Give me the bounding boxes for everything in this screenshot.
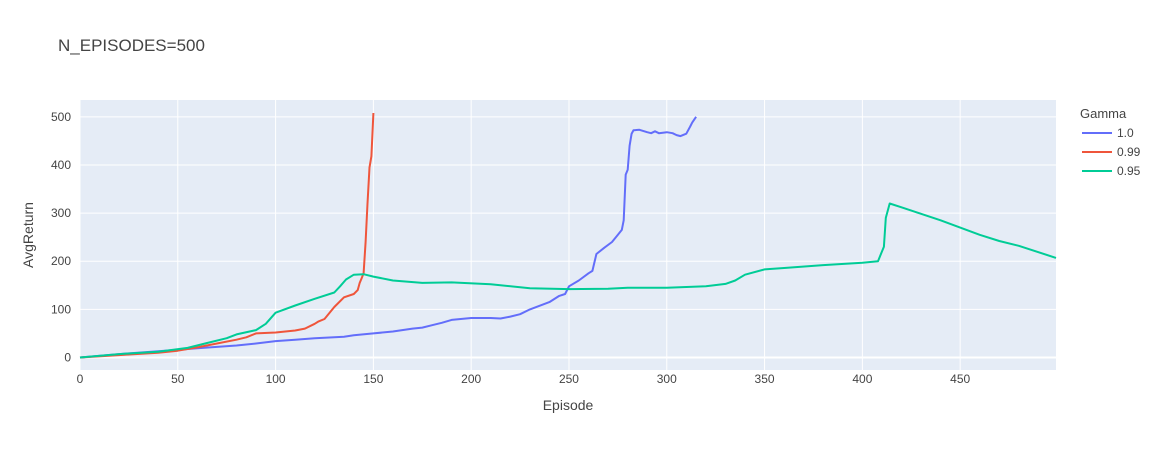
y-tick-label: 400	[51, 158, 71, 172]
legend-title: Gamma	[1080, 106, 1127, 121]
x-tick-label: 400	[852, 372, 872, 386]
series-line-0.95	[79, 202, 1057, 359]
legend-items: 1.0 0.99 0.95	[1082, 126, 1141, 178]
x-tick-label: 450	[950, 372, 970, 386]
legend-label: 0.95	[1117, 164, 1141, 178]
plot-background	[80, 100, 1056, 370]
y-tick-label: 0	[64, 350, 71, 364]
legend-item[interactable]: 0.95	[1082, 164, 1141, 178]
grid-lines	[79, 100, 1056, 370]
series-line-1.0	[79, 116, 697, 359]
legend: Gamma 1.0 0.99 0.95	[1080, 106, 1141, 178]
chart-title: N_EPISODES=500	[58, 36, 205, 55]
legend-item[interactable]: 0.99	[1082, 145, 1141, 159]
y-axis-ticks: 0 100 200 300 400 500	[51, 110, 71, 365]
x-tick-label: 100	[266, 372, 286, 386]
x-tick-label: 350	[755, 372, 775, 386]
y-tick-label: 200	[51, 254, 71, 268]
y-tick-label: 100	[51, 302, 71, 316]
x-tick-label: 0	[77, 372, 84, 386]
legend-item[interactable]: 1.0	[1082, 126, 1134, 140]
x-axis-ticks: 0 50 100 150 200 250 300 350 400 450	[77, 372, 971, 386]
x-tick-label: 300	[657, 372, 677, 386]
legend-label: 1.0	[1117, 126, 1134, 140]
x-tick-label: 250	[559, 372, 579, 386]
x-tick-label: 150	[363, 372, 383, 386]
x-tick-label: 50	[171, 372, 185, 386]
x-axis-title: Episode	[543, 397, 594, 413]
y-tick-label: 300	[51, 206, 71, 220]
x-tick-label: 200	[461, 372, 481, 386]
y-tick-label: 500	[51, 110, 71, 124]
y-axis-title: AvgReturn	[20, 202, 36, 268]
series-line-0.99	[79, 112, 375, 359]
legend-label: 0.99	[1117, 145, 1141, 159]
series-lines	[79, 112, 1057, 359]
